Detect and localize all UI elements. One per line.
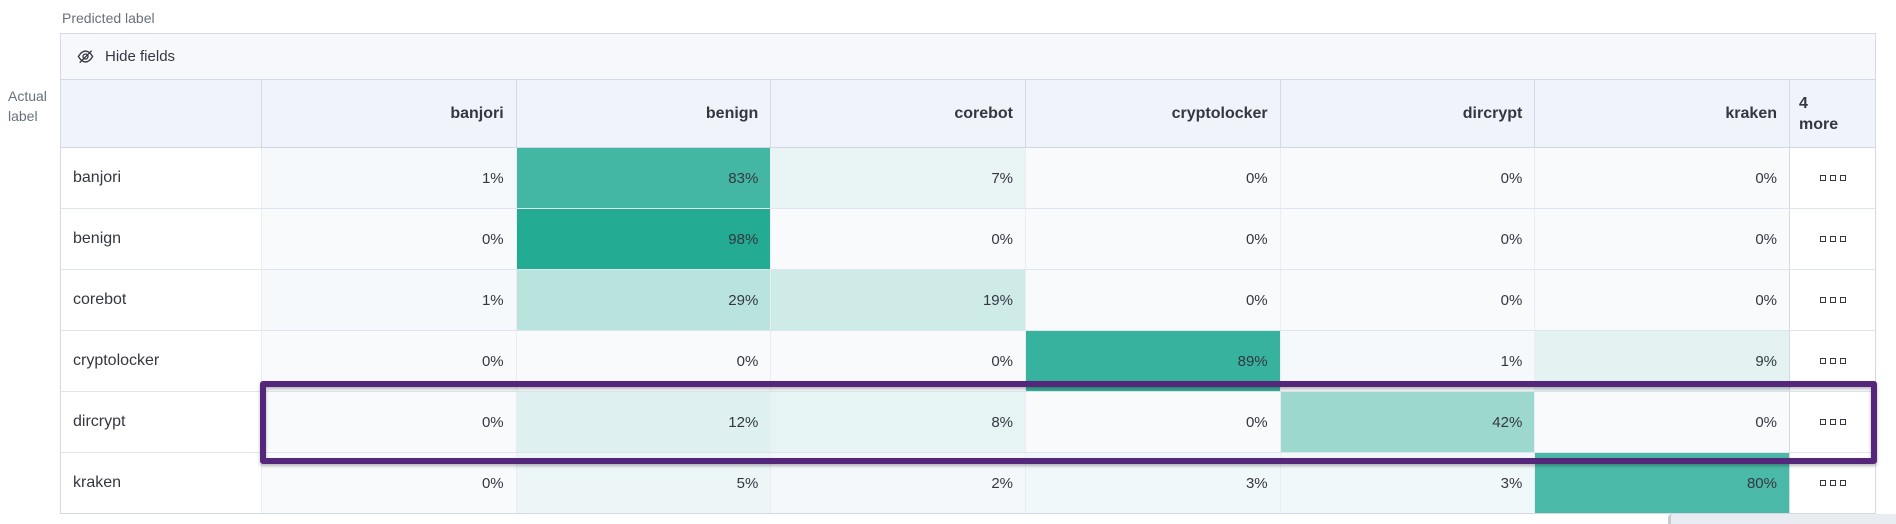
column-header-kraken[interactable]: kraken	[1534, 80, 1789, 147]
cell-cryptolocker-benign: 0%	[515, 331, 771, 391]
matrix-header-row: banjori benign corebot cryptolocker dircrypt…	[61, 80, 1875, 148]
actual-label-line1: Actual	[8, 88, 47, 104]
matrix-row-corebot: corebot 1% 29% 19% 0% 0% 0%	[61, 270, 1875, 331]
boxes-horizontal-icon	[1829, 358, 1836, 364]
more-columns-count: 4	[1799, 94, 1808, 112]
cell-kraken-dircrypt: 3%	[1279, 453, 1535, 513]
matrix-row-dircrypt: dircrypt 0% 12% 8% 0% 42% 0%	[61, 392, 1875, 453]
boxes-horizontal-icon	[1819, 297, 1826, 303]
cell-kraken-cryptolocker: 3%	[1025, 453, 1280, 513]
column-header-dircrypt[interactable]: dircrypt	[1279, 80, 1535, 147]
cell-kraken-corebot: 2%	[770, 453, 1025, 513]
boxes-horizontal-icon	[1839, 480, 1846, 486]
boxes-horizontal-icon	[1839, 358, 1846, 364]
boxes-horizontal-icon	[1829, 419, 1836, 425]
cell-banjori-cryptolocker: 0%	[1025, 148, 1280, 208]
boxes-horizontal-icon	[1839, 175, 1846, 181]
cell-dircrypt-benign: 12%	[515, 392, 771, 452]
cell-benign-banjori: 0%	[261, 209, 516, 269]
cell-benign-dircrypt: 0%	[1279, 209, 1535, 269]
row-label-corebot: corebot	[61, 270, 261, 330]
cell-banjori-dircrypt: 0%	[1279, 148, 1535, 208]
actual-label-line2: label	[8, 108, 38, 124]
boxes-horizontal-icon	[1829, 297, 1836, 303]
row-actions-button-corebot[interactable]	[1789, 270, 1875, 330]
cell-cryptolocker-kraken: 9%	[1534, 331, 1789, 391]
cell-dircrypt-kraken: 0%	[1534, 392, 1789, 452]
cell-banjori-corebot: 7%	[770, 148, 1025, 208]
eye-closed-icon	[76, 47, 95, 66]
column-header-benign[interactable]: benign	[515, 80, 771, 147]
cell-corebot-banjori: 1%	[261, 270, 516, 330]
cell-corebot-cryptolocker: 0%	[1025, 270, 1280, 330]
cell-banjori-benign: 83%	[515, 148, 771, 208]
column-header-cryptolocker[interactable]: cryptolocker	[1025, 80, 1280, 147]
cell-corebot-dircrypt: 0%	[1279, 270, 1535, 330]
hide-fields-button[interactable]: Hide fields	[61, 34, 1875, 80]
boxes-horizontal-icon	[1819, 480, 1826, 486]
cell-banjori-banjori: 1%	[261, 148, 516, 208]
matrix-row-kraken: kraken 0% 5% 2% 3% 3% 80%	[61, 453, 1875, 513]
cell-kraken-benign: 5%	[515, 453, 771, 513]
cell-benign-corebot: 0%	[770, 209, 1025, 269]
cell-dircrypt-banjori: 0%	[261, 392, 516, 452]
boxes-horizontal-icon	[1829, 480, 1836, 486]
confusion-matrix-panel: Hide fields banjori benign corebot cryptolo…	[60, 33, 1877, 514]
cell-banjori-kraken: 0%	[1534, 148, 1789, 208]
boxes-horizontal-icon	[1829, 236, 1836, 242]
boxes-horizontal-icon	[1839, 419, 1846, 425]
boxes-horizontal-icon	[1819, 419, 1826, 425]
row-label-banjori: banjori	[61, 148, 261, 208]
row-label-cryptolocker: cryptolocker	[61, 331, 261, 391]
boxes-horizontal-icon	[1839, 297, 1846, 303]
matrix-row-cryptolocker: cryptolocker 0% 0% 0% 89% 1% 9%	[61, 331, 1875, 392]
cell-benign-benign: 98%	[515, 209, 771, 269]
column-header-corebot[interactable]: corebot	[770, 80, 1025, 147]
header-corner-cell	[61, 80, 261, 147]
boxes-horizontal-icon	[1829, 175, 1836, 181]
row-actions-button-banjori[interactable]	[1789, 148, 1875, 208]
cell-dircrypt-cryptolocker: 0%	[1025, 392, 1280, 452]
row-actions-button-cryptolocker[interactable]	[1789, 331, 1875, 391]
row-label-benign: benign	[61, 209, 261, 269]
boxes-horizontal-icon	[1819, 358, 1826, 364]
cell-corebot-kraken: 0%	[1534, 270, 1789, 330]
cell-dircrypt-corebot: 8%	[770, 392, 1025, 452]
row-actions-button-benign[interactable]	[1789, 209, 1875, 269]
cell-benign-kraken: 0%	[1534, 209, 1789, 269]
cell-corebot-corebot: 19%	[770, 270, 1025, 330]
cell-kraken-banjori: 0%	[261, 453, 516, 513]
more-columns-label: more	[1799, 115, 1839, 133]
cell-kraken-kraken: 80%	[1534, 453, 1789, 513]
row-label-dircrypt: dircrypt	[61, 392, 261, 452]
hide-fields-label: Hide fields	[105, 48, 176, 65]
horizontal-scrollbar-track[interactable]	[1668, 514, 1896, 524]
column-header-banjori[interactable]: banjori	[261, 80, 516, 147]
boxes-horizontal-icon	[1819, 175, 1826, 181]
row-actions-button-dircrypt[interactable]	[1789, 392, 1875, 452]
predicted-label-axis-title: Predicted label	[62, 10, 155, 26]
boxes-horizontal-icon	[1819, 236, 1826, 242]
row-actions-button-kraken[interactable]	[1789, 453, 1875, 513]
row-label-kraken: kraken	[61, 453, 261, 513]
matrix-row-benign: benign 0% 98% 0% 0% 0% 0%	[61, 209, 1875, 270]
cell-corebot-benign: 29%	[515, 270, 771, 330]
matrix-row-banjori: banjori 1% 83% 7% 0% 0% 0%	[61, 148, 1875, 209]
actual-label-axis-title: Actual label	[8, 86, 47, 126]
cell-cryptolocker-dircrypt: 1%	[1279, 331, 1535, 391]
cell-cryptolocker-corebot: 0%	[770, 331, 1025, 391]
cell-cryptolocker-cryptolocker: 89%	[1025, 331, 1280, 391]
boxes-horizontal-icon	[1839, 236, 1846, 242]
cell-dircrypt-dircrypt: 42%	[1279, 392, 1535, 452]
cell-cryptolocker-banjori: 0%	[261, 331, 516, 391]
column-header-more[interactable]: 4 more	[1789, 80, 1875, 147]
matrix-body: banjori 1% 83% 7% 0% 0% 0% benign 0% 98% 0% 0% 0% 0% c…	[61, 148, 1875, 513]
cell-benign-cryptolocker: 0%	[1025, 209, 1280, 269]
